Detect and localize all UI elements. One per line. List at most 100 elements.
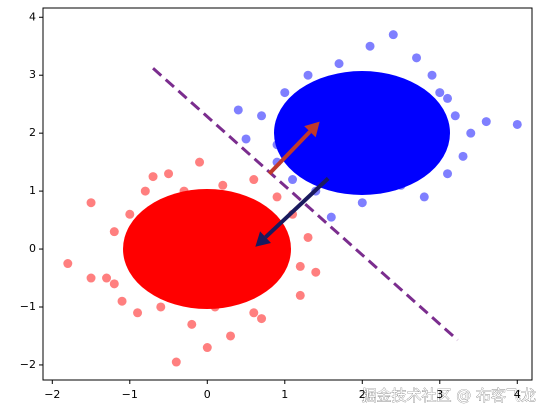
point: [133, 308, 143, 318]
point: [396, 180, 406, 190]
point: [257, 111, 267, 121]
point: [233, 238, 243, 248]
point: [125, 209, 135, 219]
point: [373, 111, 383, 121]
point: [350, 117, 360, 127]
point: [156, 302, 166, 312]
y-tick-label: 1: [29, 184, 36, 197]
point: [295, 290, 305, 300]
point: [117, 296, 127, 306]
point: [86, 273, 96, 283]
point: [319, 99, 329, 109]
point: [156, 279, 166, 289]
point: [419, 192, 429, 202]
y-tick-label: 3: [29, 68, 36, 81]
x-tick-label: 1: [281, 388, 288, 401]
point: [249, 308, 259, 318]
arrow-shaft: [267, 130, 312, 176]
x-tick-label: 4: [514, 388, 521, 401]
point: [280, 250, 290, 260]
point: [466, 128, 476, 138]
point: [148, 172, 158, 182]
point: [512, 119, 522, 129]
point: [303, 140, 313, 150]
point: [288, 175, 298, 185]
point: [303, 232, 313, 242]
arrow-head: [304, 121, 320, 138]
point: [187, 319, 197, 329]
arrow: [267, 121, 320, 176]
point: [427, 70, 437, 80]
point: [357, 198, 367, 208]
plot-area: [63, 30, 522, 367]
point: [365, 41, 375, 51]
point: [102, 273, 112, 283]
point: [311, 267, 321, 277]
point: [443, 169, 453, 179]
point: [458, 151, 468, 161]
point: [264, 221, 274, 231]
point: [86, 198, 96, 208]
point: [249, 175, 259, 185]
point: [233, 105, 243, 115]
point: [404, 105, 414, 115]
point: [319, 151, 329, 161]
point: [388, 30, 398, 40]
point: [412, 134, 422, 144]
point: [241, 134, 251, 144]
point: [443, 93, 453, 103]
point: [412, 53, 422, 63]
point: [202, 198, 212, 208]
point: [171, 357, 181, 367]
point: [179, 215, 189, 225]
point: [272, 267, 282, 277]
point: [342, 163, 352, 173]
point: [272, 192, 282, 202]
point: [280, 88, 290, 98]
arrow-shaft: [264, 176, 330, 239]
point: [357, 175, 367, 185]
point: [435, 88, 445, 98]
point: [218, 180, 228, 190]
point: [326, 212, 336, 222]
point: [140, 186, 150, 196]
point: [241, 285, 251, 295]
x-tick-label: 2: [359, 388, 366, 401]
y-tick-label: 4: [29, 10, 36, 23]
point: [109, 227, 119, 237]
x-tick-label: 3: [436, 388, 443, 401]
cluster-density: [274, 71, 450, 195]
point: [148, 232, 158, 242]
point: [133, 261, 143, 271]
point: [288, 99, 298, 109]
watermark: 掘金技术社区 @ 布客飞龙: [361, 387, 536, 405]
x-tick-label: −2: [44, 388, 60, 401]
y-tick-label: 2: [29, 126, 36, 139]
axes-frame: [42, 7, 533, 381]
arrow-head: [255, 231, 272, 247]
point: [295, 261, 305, 271]
point: [334, 59, 344, 69]
point: [226, 331, 236, 341]
point: [303, 70, 313, 80]
point: [396, 157, 406, 167]
point: [257, 215, 267, 225]
cluster-density: [123, 189, 291, 309]
point: [450, 111, 460, 121]
point: [272, 140, 282, 150]
point: [233, 203, 243, 213]
point: [109, 279, 119, 289]
point: [373, 146, 383, 156]
point: [388, 128, 398, 138]
y-tick-label: −2: [20, 358, 36, 371]
point: [195, 157, 205, 167]
point: [63, 259, 73, 269]
point: [326, 105, 336, 115]
x-tick-label: −1: [122, 388, 138, 401]
point: [202, 256, 212, 266]
point: [427, 128, 437, 138]
boundary-line: [152, 67, 459, 342]
point: [342, 82, 352, 92]
point: [179, 186, 189, 196]
